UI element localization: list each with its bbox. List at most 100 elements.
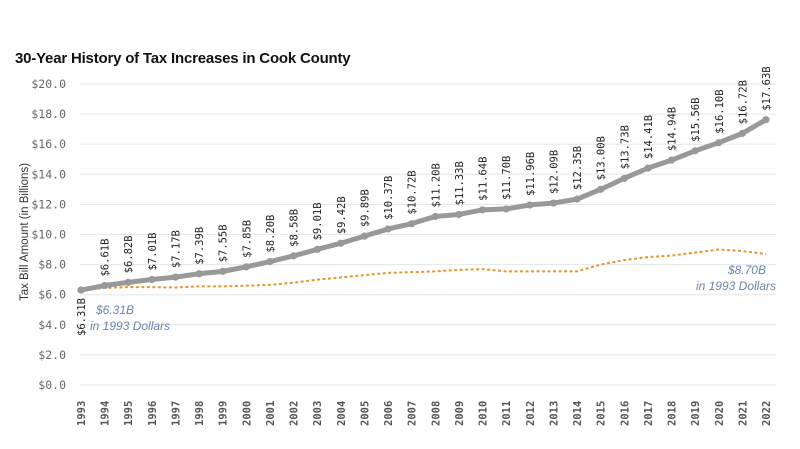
x-tick-label: 2001	[265, 401, 277, 426]
data-point	[715, 139, 723, 147]
data-label: $7.39B	[194, 227, 206, 265]
data-point	[124, 278, 132, 286]
y-tick-label: $8.0	[38, 258, 66, 272]
data-point	[148, 275, 156, 284]
x-tick-label: 2010	[478, 401, 490, 426]
data-label: $8.20B	[265, 215, 277, 253]
data-point	[431, 212, 439, 221]
x-tick-label: 2002	[289, 401, 301, 426]
data-point	[738, 129, 746, 137]
data-label: $16.10B	[714, 89, 726, 133]
data-label: $13.00B	[596, 136, 608, 180]
x-tick-label: 2019	[690, 401, 702, 426]
x-tick-label: 2018	[667, 401, 679, 426]
data-point	[195, 270, 203, 278]
data-label: $17.63B	[761, 66, 773, 110]
y-tick-label: $20.0	[31, 77, 66, 91]
data-label: $9.42B	[336, 196, 348, 234]
annotation-1993-caption: in 1993 Dollars	[90, 319, 170, 333]
x-tick-label: 2011	[501, 401, 513, 426]
x-tick-label: 2017	[643, 401, 655, 426]
data-label: $12.35B	[572, 146, 584, 190]
data-label: $10.37B	[383, 176, 395, 220]
data-label: $7.17B	[170, 230, 182, 268]
data-point	[360, 232, 369, 240]
x-tick-label: 1998	[194, 401, 206, 426]
data-point	[77, 286, 85, 294]
x-tick-label: 1997	[170, 401, 182, 426]
x-tick-label: 2013	[548, 401, 560, 426]
x-tick-label: 2004	[336, 401, 348, 426]
data-point	[502, 205, 510, 213]
data-label: $9.01B	[312, 202, 324, 240]
y-tick-label: $4.0	[38, 318, 66, 332]
data-point	[101, 281, 109, 290]
x-tick-label: 2009	[454, 401, 466, 426]
data-point	[597, 185, 605, 193]
data-label: $9.89B	[359, 189, 371, 227]
data-point	[573, 195, 581, 203]
data-label: $7.55B	[218, 224, 230, 262]
x-tick-label: 2008	[430, 401, 442, 426]
chart-title: 30-Year History of Tax Increases in Cook…	[15, 50, 351, 67]
x-tick-label: 2000	[241, 401, 253, 426]
data-label: $14.94B	[667, 107, 679, 151]
data-label: $10.72B	[407, 170, 419, 214]
data-label: $16.72B	[737, 80, 749, 124]
data-label: $11.70B	[501, 156, 513, 200]
x-tick-label: 2005	[359, 401, 371, 426]
data-label: $7.85B	[241, 220, 253, 258]
x-tick-label: 2014	[572, 401, 584, 426]
series-line-1993-dollars	[80, 248, 767, 292]
y-tick-label: $16.0	[31, 137, 66, 151]
x-tick-label: 2022	[761, 401, 773, 426]
x-tick-label: 1994	[100, 401, 112, 426]
series-line-nominal	[78, 117, 769, 293]
x-tick-label: 2007	[407, 401, 419, 426]
x-tick-label: 1996	[147, 401, 159, 426]
x-tick-label: 2020	[714, 401, 726, 426]
data-point	[478, 206, 487, 214]
data-point	[667, 156, 676, 164]
data-label: $7.01B	[147, 233, 159, 271]
annotation-1993: $6.31B	[95, 303, 134, 317]
x-tick-label: 1993	[76, 401, 88, 426]
series-1993-dollars	[80, 248, 767, 292]
x-tick-label: 2003	[312, 401, 324, 426]
y-tick-label: $14.0	[31, 167, 66, 181]
y-tick-label: $0.0	[38, 378, 66, 392]
data-point	[644, 164, 652, 172]
x-axis-ticks: 1993 1994 1995 1996 1997 1998 1999 2000 2001 2002…	[76, 401, 773, 426]
y-axis-label: Tax Bill Amount (in Billions)	[19, 163, 31, 301]
annotation-2022: $8.70B	[727, 263, 766, 277]
data-point	[384, 225, 392, 233]
gridlines	[80, 83, 776, 386]
data-point	[219, 267, 227, 275]
x-tick-label: 2021	[737, 401, 749, 426]
y-tick-label: $6.0	[38, 288, 66, 302]
data-label: $6.82B	[123, 235, 135, 273]
data-point	[526, 201, 534, 209]
data-point	[266, 257, 274, 266]
data-label: $6.31B	[76, 298, 88, 336]
data-label: $8.58B	[289, 209, 301, 247]
data-labels: $6.31B $6.61B $6.82B $7.01B $7.17B $7.39B $7.5…	[76, 66, 773, 336]
data-point	[455, 210, 463, 219]
data-label: $11.96B	[525, 152, 537, 196]
x-tick-label: 2016	[619, 401, 631, 426]
data-point	[408, 220, 416, 228]
data-label: $11.20B	[430, 163, 442, 207]
data-label: $11.33B	[454, 161, 466, 205]
data-point	[171, 273, 180, 281]
data-point	[289, 252, 298, 260]
data-label: $15.56B	[690, 98, 702, 142]
y-tick-label: $2.0	[38, 348, 66, 362]
y-tick-label: $10.0	[31, 228, 66, 242]
x-tick-label: 1999	[218, 401, 230, 426]
x-tick-label: 2015	[596, 401, 608, 426]
data-point	[242, 263, 250, 271]
series-nominal	[77, 116, 770, 294]
annotation-2022-caption: in 1993 Dollars	[696, 279, 776, 293]
data-label: $14.41B	[643, 115, 655, 159]
